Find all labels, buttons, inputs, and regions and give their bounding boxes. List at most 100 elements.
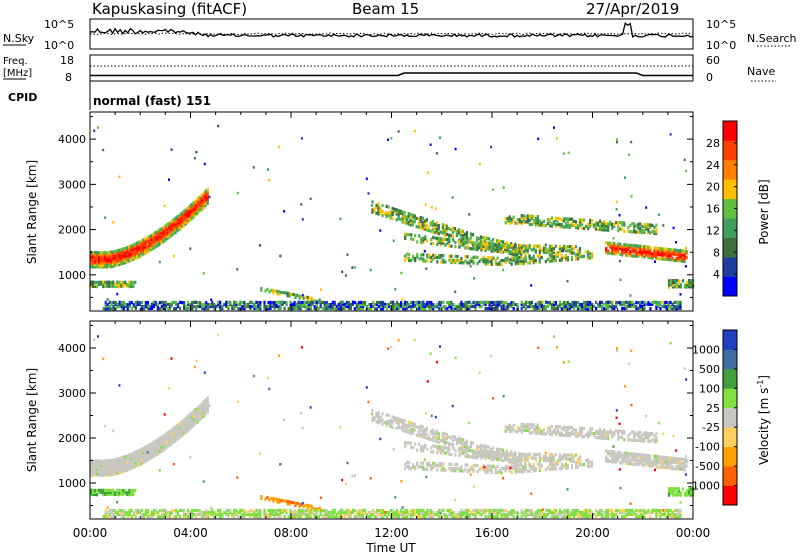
power-cell <box>671 248 673 251</box>
power-cell <box>684 283 686 286</box>
power-cell <box>619 214 621 217</box>
power-cell <box>611 223 613 226</box>
velocity-cell <box>527 470 529 473</box>
velocity-cell <box>306 513 308 516</box>
velocity-cell <box>422 462 424 465</box>
power-cell <box>408 253 410 256</box>
velocity-cell <box>551 425 553 428</box>
power-cell <box>209 303 211 306</box>
power-cell <box>492 189 494 192</box>
velocity-cell <box>493 452 495 455</box>
power-cell <box>118 176 120 179</box>
velocity-cell <box>280 499 282 502</box>
velocity-cell <box>643 464 645 467</box>
power-cell <box>285 291 287 294</box>
velocity-cell <box>108 489 110 492</box>
power-cell <box>300 301 302 304</box>
velocity-cell <box>398 418 400 421</box>
velocity-cell <box>292 511 294 514</box>
velocity-cell <box>549 426 551 429</box>
velocity-cell <box>496 448 498 451</box>
power-cell <box>368 303 370 306</box>
velocity-cell <box>217 509 219 512</box>
velocity-cell <box>444 432 446 435</box>
velocity-cell <box>109 513 111 516</box>
velocity-cell <box>629 458 631 461</box>
power-cell <box>470 257 472 260</box>
power-cell <box>444 244 446 247</box>
power-cell <box>416 301 418 304</box>
power-cell <box>94 251 96 254</box>
velocity-cell <box>649 455 651 458</box>
velocity-cell <box>116 489 118 492</box>
velocity-cell <box>111 509 113 512</box>
power-cell <box>376 301 378 304</box>
velocity-cell <box>549 468 551 471</box>
power-cell <box>686 281 688 284</box>
power-cell <box>456 305 458 308</box>
cpid-strip: CPID normal (fast) 151 <box>8 81 211 110</box>
power-cell <box>388 212 390 215</box>
velocity-cell <box>470 466 472 469</box>
velocity-cell <box>448 442 450 445</box>
velocity-cell <box>205 509 207 512</box>
power-cell <box>653 226 655 229</box>
velocity-cell <box>430 430 432 433</box>
power-cell <box>631 254 633 257</box>
power-cell <box>483 243 485 246</box>
power-cell <box>450 234 452 237</box>
power-cell <box>243 301 245 304</box>
velocity-cell <box>293 501 295 504</box>
power-cell <box>468 247 470 250</box>
velocity-cell <box>286 509 288 512</box>
velocity-cell <box>637 439 639 442</box>
velocity-cell <box>412 422 414 425</box>
power-cell <box>370 303 372 306</box>
power-cell <box>404 254 406 257</box>
power-cell <box>525 301 527 304</box>
power-cell <box>290 301 292 304</box>
power-cell <box>420 224 422 227</box>
power-cell <box>615 301 617 304</box>
velocity-cell <box>404 441 406 444</box>
power-cell <box>673 248 675 251</box>
power-cell <box>309 296 311 299</box>
power-cell <box>448 238 450 241</box>
power-cell <box>394 288 396 291</box>
power-cell <box>585 225 587 228</box>
power-cell <box>116 281 118 284</box>
power-cell <box>581 227 583 230</box>
power-cell <box>432 303 434 306</box>
velocity-cell <box>404 430 406 433</box>
power-colorbar-swatch <box>723 140 737 160</box>
power-cell <box>561 307 563 310</box>
power-cell <box>476 301 478 304</box>
velocity-cell <box>157 511 159 514</box>
velocity-cell <box>203 511 205 514</box>
power-cell <box>289 292 291 295</box>
power-cell <box>430 221 432 224</box>
velocity-cell <box>440 446 442 449</box>
velocity-cell <box>653 455 655 458</box>
power-cell <box>379 207 381 210</box>
velocity-cell <box>497 471 499 474</box>
velocity-cell <box>308 509 310 512</box>
power-cell <box>386 205 388 208</box>
power-cell <box>526 215 528 218</box>
velocity-cell <box>263 509 265 512</box>
power-cell <box>499 246 501 249</box>
velocity-cell <box>285 500 287 503</box>
power-cell <box>659 301 661 304</box>
power-colorbar-swatch <box>723 218 737 238</box>
power-cell <box>613 237 615 240</box>
power-cell <box>432 242 434 245</box>
velocity-cell <box>513 458 515 461</box>
power-cell <box>398 130 400 133</box>
power-cell <box>589 252 591 255</box>
velocity-cell <box>513 455 515 458</box>
power-cell <box>542 301 544 304</box>
power-cell <box>446 233 448 236</box>
power-cell <box>545 244 547 247</box>
power-cell <box>665 248 667 251</box>
power-cell <box>637 231 639 234</box>
